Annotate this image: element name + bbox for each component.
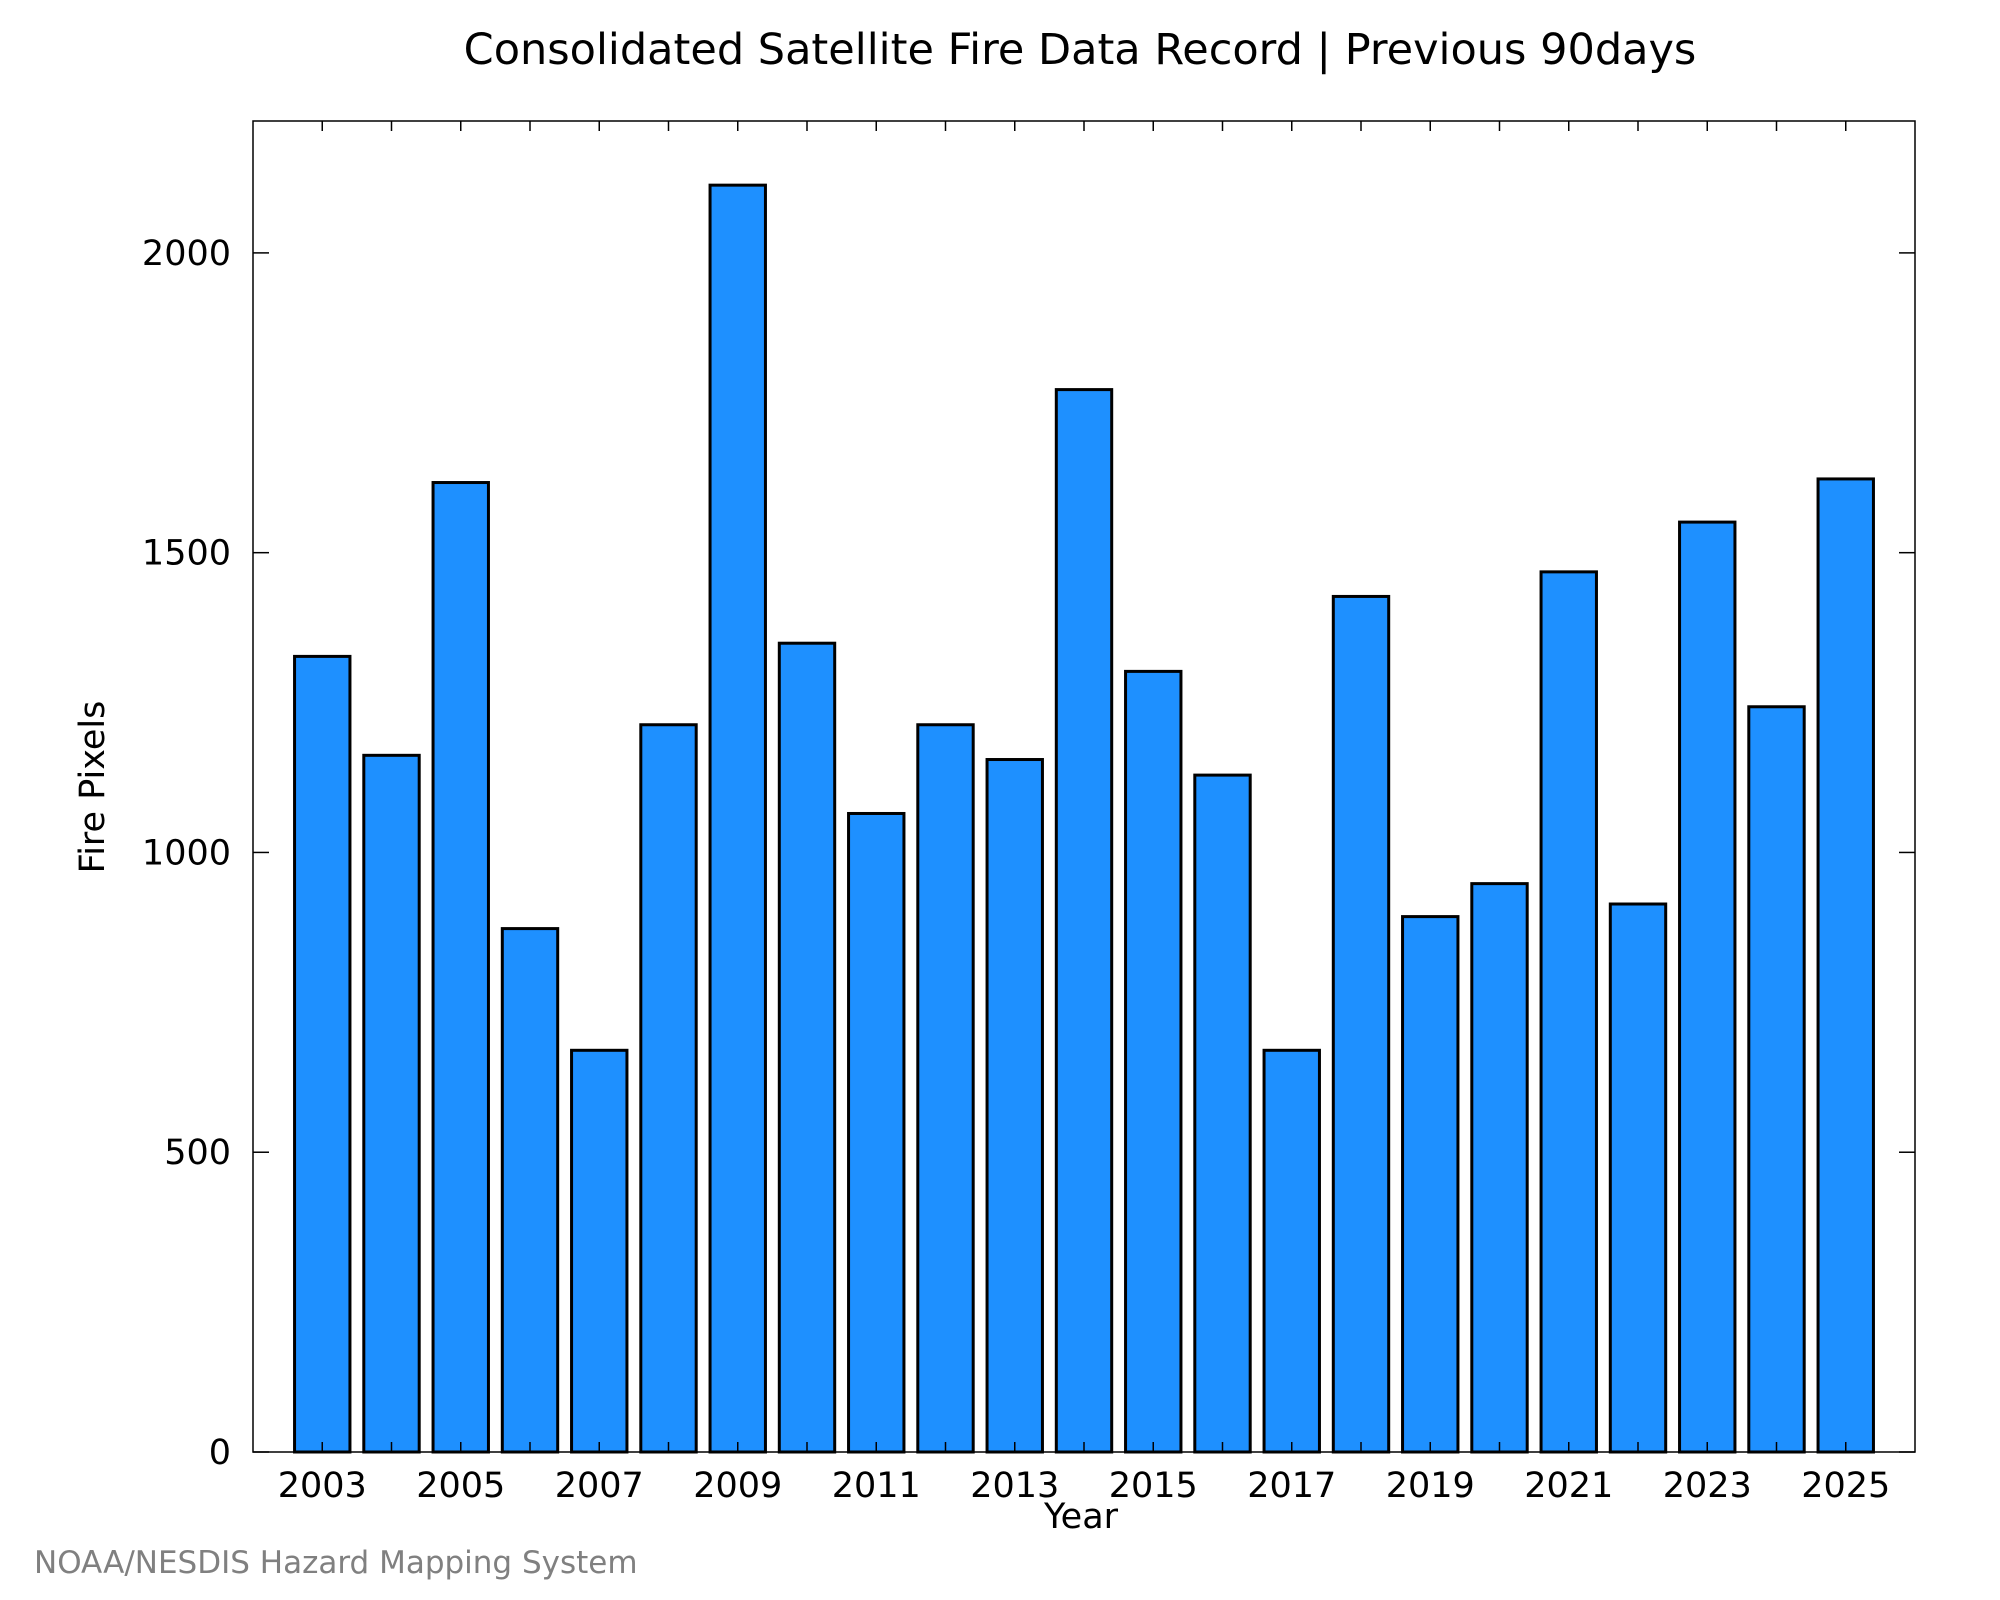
y-tick-label: 1500 (142, 534, 231, 574)
bar-2014 (1054, 388, 1114, 1454)
bar-2017 (1262, 1048, 1321, 1454)
x-tick-label: 2013 (970, 1466, 1059, 1506)
y-tick-label: 500 (164, 1133, 231, 1173)
x-tick-label: 2023 (1663, 1466, 1752, 1506)
bar-2006 (500, 927, 560, 1454)
y-axis-label: Fire Pixels (73, 701, 113, 874)
x-tick-label: 2003 (278, 1466, 367, 1506)
bar-2021 (1539, 570, 1598, 1454)
bar-2005 (431, 481, 490, 1454)
bar-2018 (1331, 594, 1391, 1454)
x-tick-label: 2005 (416, 1466, 505, 1506)
y-axis-ticks: 0 500 1000 1500 2000 (142, 234, 1915, 1473)
bar-2010 (777, 641, 837, 1454)
x-tick-label: 2021 (1524, 1466, 1613, 1506)
bar-2003 (293, 654, 352, 1454)
bars (293, 183, 1875, 1454)
y-tick-label: 2000 (142, 234, 231, 274)
bar-2012 (916, 723, 975, 1454)
bar-2016 (1193, 773, 1252, 1454)
x-tick-label: 2011 (832, 1466, 921, 1506)
y-tick-label: 1000 (142, 833, 231, 873)
bar-2007 (570, 1048, 629, 1454)
bar-2019 (1401, 915, 1460, 1454)
x-tick-label: 2015 (1109, 1466, 1198, 1506)
bar-2013 (985, 758, 1044, 1454)
bar-2024 (1747, 705, 1806, 1454)
bar-2008 (639, 723, 698, 1454)
x-axis-label: Year (1043, 1497, 1119, 1537)
chart-title: Consolidated Satellite Fire Data Record … (464, 25, 1697, 75)
bar-2009 (708, 183, 767, 1454)
bar-2022 (1608, 902, 1668, 1454)
bar-2011 (847, 811, 906, 1454)
x-tick-label: 2009 (693, 1466, 782, 1506)
bar-2020 (1470, 882, 1529, 1454)
bar-2015 (1124, 669, 1183, 1454)
x-tick-label: 2025 (1801, 1466, 1890, 1506)
x-axis-ticks: 2003 2005 2007 2009 2011 2013 2015 2017 2019 2021… (278, 121, 1890, 1506)
bar-2025 (1816, 477, 1875, 1454)
x-tick-label: 2007 (555, 1466, 644, 1506)
bar-2004 (362, 753, 421, 1454)
bar-2023 (1678, 520, 1737, 1454)
x-tick-label: 2017 (1247, 1466, 1336, 1506)
credit-text: NOAA/NESDIS Hazard Mapping System (34, 1545, 638, 1581)
x-tick-label: 2019 (1386, 1466, 1475, 1506)
y-tick-label: 0 (209, 1433, 231, 1473)
